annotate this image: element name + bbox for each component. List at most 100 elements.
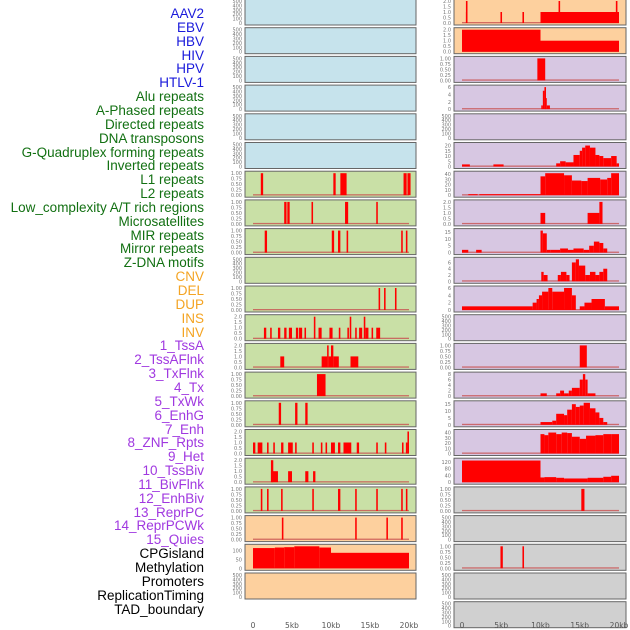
y-tick-label: 0.75: [440, 62, 451, 68]
y-tick-label: 300: [232, 65, 242, 71]
y-tick-label: 0.50: [440, 555, 451, 561]
y-tick-label: 0.00: [231, 251, 242, 257]
y-tick-label: 0.25: [231, 389, 242, 395]
data-bar: [403, 173, 407, 196]
data-bar: [405, 230, 408, 253]
y-tick-label: 300: [441, 123, 451, 129]
data-bar: [579, 306, 585, 310]
baseline: [253, 251, 409, 253]
data-bar: [603, 476, 612, 483]
data-bar: [355, 517, 357, 540]
track-label: Directed repeats: [104, 116, 204, 132]
y-tick-label: 0.75: [231, 406, 242, 412]
y-tick-label: 0: [448, 624, 451, 630]
y-tick-label: 0.50: [440, 498, 451, 504]
y-tick-label: 1.00: [231, 516, 242, 522]
y-tick-label: 500: [232, 143, 242, 149]
data-bar: [346, 230, 349, 253]
data-bar: [603, 434, 612, 454]
y-tick-label: 0.00: [231, 423, 242, 429]
y-tick-label: 1.00: [440, 544, 451, 550]
data-bar: [476, 249, 482, 253]
panel-background: [244, 199, 417, 227]
y-tick-label: 0.75: [231, 234, 242, 240]
baseline: [253, 222, 409, 225]
y-tick-label: 100: [441, 591, 451, 597]
track-panel: 0.000.250.500.751.00: [231, 371, 417, 400]
data-bar: [585, 145, 590, 167]
y-tick-label: 10: [445, 154, 451, 160]
data-bar: [333, 356, 339, 368]
y-tick-label: 0.50: [440, 67, 451, 73]
y-tick-label: 0.00: [231, 222, 242, 228]
y-tick-label: 4: [448, 383, 451, 389]
y-tick-label: 20: [445, 441, 451, 447]
data-bar: [363, 316, 366, 339]
data-bar: [556, 477, 565, 483]
data-bar: [593, 241, 600, 253]
y-tick-label: 0.50: [231, 240, 242, 246]
data-bar: [556, 413, 565, 425]
y-tick-label: 1.0: [234, 354, 242, 360]
y-tick-label: 400: [232, 90, 242, 96]
panel-background: [453, 515, 627, 543]
x-tick-label: 20kb: [610, 621, 629, 630]
data-bar: [287, 201, 290, 224]
data-bar: [583, 249, 590, 253]
y-tick-label: 1.5: [234, 320, 242, 326]
data-bar: [571, 262, 576, 282]
data-bar: [401, 230, 403, 253]
data-bar: [589, 147, 596, 167]
track-label: 13_ReprPC: [133, 504, 204, 520]
data-bar: [462, 249, 469, 253]
data-bar: [600, 179, 608, 196]
y-tick-label: 200: [232, 70, 242, 76]
data-bar: [328, 356, 331, 368]
data-bar: [552, 420, 557, 425]
y-tick-label: 0.75: [231, 378, 242, 384]
y-tick-label: 1.0: [234, 469, 242, 475]
data-bar: [284, 547, 295, 569]
track-label: 9_Het: [167, 449, 204, 465]
y-tick-label: 0.50: [231, 383, 242, 389]
track-label: Mirror repeats: [119, 241, 204, 257]
y-tick-label: 1.0: [443, 39, 451, 45]
y-tick-label: 50: [236, 558, 242, 564]
y-tick-label: 500: [232, 28, 242, 34]
y-tick-label: 1.00: [231, 372, 242, 378]
data-bar: [304, 327, 307, 339]
track-label: 12_EnhBiv: [138, 490, 204, 506]
y-tick-label: 2.0: [234, 430, 242, 436]
y-tick-label: 0.25: [440, 503, 451, 509]
y-tick-label: 1.00: [440, 343, 451, 349]
baseline: [253, 395, 409, 397]
baseline: [462, 567, 619, 569]
y-tick-label: 0.5: [234, 331, 242, 337]
y-tick-label: 0: [448, 279, 451, 285]
data-bar: [564, 175, 572, 196]
data-bar: [327, 345, 329, 368]
data-bar: [585, 379, 588, 397]
y-tick-label: 0.25: [231, 503, 242, 509]
data-bar: [257, 442, 263, 454]
data-bar: [589, 408, 596, 425]
x-tick-label: 15kb: [570, 621, 589, 630]
track-label: Z-DNA motifs: [123, 255, 204, 271]
y-tick-label: 1.5: [443, 33, 451, 39]
y-tick-label: 400: [441, 118, 451, 124]
y-tick-label: 1.0: [234, 441, 242, 447]
track-label: 8_ZNF_Rpts: [127, 435, 204, 451]
y-tick-label: 300: [232, 123, 242, 129]
x-tick-label: 5kb: [285, 621, 299, 630]
y-tick-label: 500: [441, 516, 451, 522]
data-bar: [270, 327, 272, 339]
panel-background: [453, 113, 627, 141]
